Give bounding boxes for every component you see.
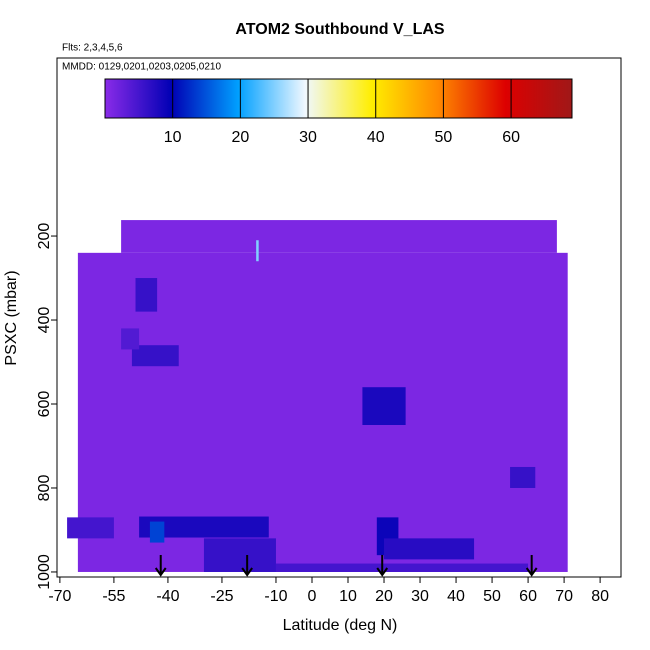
- x-tick-label: 60: [519, 588, 537, 605]
- colorbar-tick-label: 20: [231, 129, 249, 146]
- x-tick-label: -40: [156, 588, 179, 605]
- y-tick-label: 1000: [36, 554, 53, 590]
- data-cell: [256, 240, 259, 262]
- colorbar-tick-label: 30: [299, 129, 317, 146]
- annotation: MMDD: 0129,0201,0203,0205,0210: [62, 62, 221, 73]
- x-tick-label: 40: [447, 588, 465, 605]
- flight-arrow: [241, 555, 253, 577]
- flight-arrow: [525, 555, 538, 577]
- data-cell: [139, 516, 269, 538]
- x-tick-label: -25: [210, 588, 233, 605]
- colorbar-tick-label: 10: [164, 129, 182, 146]
- x-tick-label: 20: [375, 588, 393, 605]
- y-tick-label: 800: [36, 475, 53, 502]
- data-cell: [121, 328, 140, 350]
- x-tick-label: 70: [555, 588, 573, 605]
- subtitle: Flts: 2,3,4,5,6: [62, 43, 123, 54]
- data-cell: [203, 538, 276, 572]
- x-axis-title: Latitude (deg N): [283, 617, 398, 634]
- colorbar-tick-label: 50: [435, 129, 453, 146]
- data-cell: [131, 345, 179, 367]
- data-cell: [121, 220, 557, 253]
- flight-arrow: [376, 555, 389, 577]
- data-cell: [510, 466, 536, 488]
- x-tick-label: -70: [48, 588, 71, 605]
- flight-arrow: [154, 555, 167, 577]
- data-cell: [67, 517, 114, 539]
- data-cell: [275, 563, 529, 572]
- data-cell: [149, 521, 165, 543]
- colorbar-tick-label: 60: [502, 129, 520, 146]
- x-tick-label: 10: [339, 588, 357, 605]
- x-tick-label: 50: [483, 588, 501, 605]
- plot-frame: [56, 57, 622, 578]
- data-cell: [384, 538, 475, 560]
- y-tick-label: 200: [36, 223, 53, 250]
- colorbar: [104, 78, 573, 119]
- y-tick-label: 600: [36, 391, 53, 418]
- x-tick-label: -10: [264, 588, 287, 605]
- x-tick-label: 80: [591, 588, 609, 605]
- data-cell: [362, 387, 406, 425]
- x-tick-label: 30: [411, 588, 429, 605]
- colorbar-tick-label: 40: [367, 129, 385, 146]
- chart-title: ATOM2 Southbound V_LAS: [235, 21, 445, 38]
- data-cell: [135, 278, 158, 312]
- y-axis-title: PSXC (mbar): [3, 270, 20, 365]
- y-tick-label: 400: [36, 307, 53, 334]
- x-tick-label: -55: [102, 588, 125, 605]
- x-tick-label: 0: [308, 588, 317, 605]
